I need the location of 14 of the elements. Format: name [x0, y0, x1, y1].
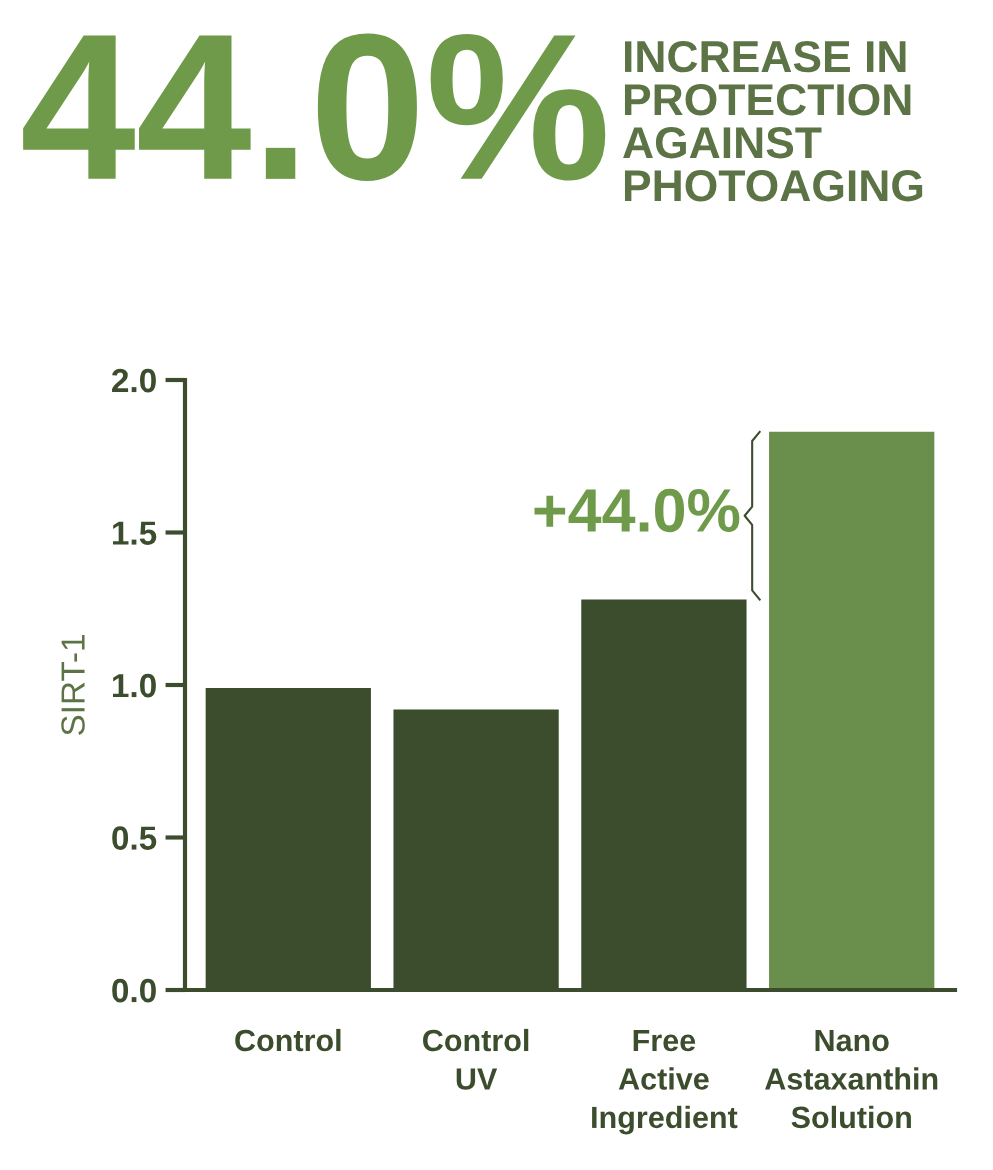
y-tick-label: 0.5 — [112, 826, 157, 850]
bar — [769, 431, 935, 990]
y-tick-label: 2.0 — [112, 368, 156, 393]
x-tick-label: Free Active Ingredient — [592, 1030, 738, 1135]
chart-subtitle: INCREASE IN PROTECTION AGAINST PHOTOAGING — [623, 40, 923, 202]
y-tick-label: 0.0 — [112, 978, 156, 1003]
y-tick-label: 1.5 — [112, 521, 157, 545]
y-tick-label: 1.0 — [112, 673, 156, 698]
x-tick-label: Control UV — [423, 1028, 529, 1090]
annotation: +44.0% — [534, 488, 740, 533]
y-axis-title: SIRT-1 — [61, 635, 85, 736]
x-tick-label: Control — [235, 1028, 341, 1052]
x-tick-label: Nano Astaxanthin Solution — [765, 1030, 938, 1129]
chart-title: 44.0% — [23, 33, 606, 181]
